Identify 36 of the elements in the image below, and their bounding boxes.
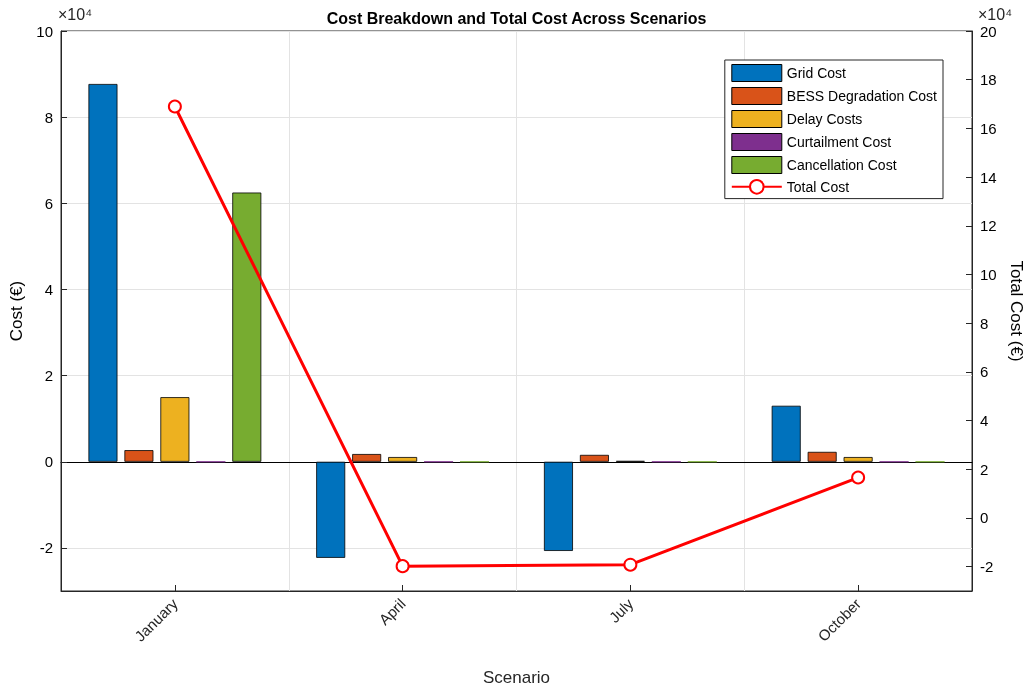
point [851,470,866,485]
y2-tick-label: 16 [980,119,997,137]
y2-tick-label: 2 [980,460,989,478]
y-tick-label: 10 [36,22,53,40]
chart-title: Cost Breakdown and Total Cost Across Scenarios [326,9,707,27]
legend-label: Cancellation Cost [786,157,897,173]
point [623,557,638,572]
y-tick-label: 6 [44,194,53,212]
y-tick-label: 0 [44,453,53,471]
y2-tick-label: 4 [980,412,989,430]
legend-label: Total Cost [786,178,850,195]
y2-tick-label: 12 [980,217,997,235]
y2-tick-label: 20 [980,22,997,40]
point [167,99,182,114]
y-tick-label: 4 [44,280,53,298]
y2-axis-title: Total Cost (€) [1007,260,1026,362]
legend-label: BESS Degradation Cost [786,88,938,104]
y-tick-label: -2 [39,539,53,557]
y-tick-label: 2 [44,367,53,385]
y2-tick-label: 10 [980,265,997,283]
legend-label: Grid Cost [786,65,847,81]
y2-tick-label: 6 [980,363,989,381]
x-axis-title: Scenario [482,668,551,687]
point [395,559,410,574]
y2-tick-label: 18 [980,71,997,89]
legend-label: Curtailment Cost [786,134,892,150]
x-tick-label: July [605,594,637,626]
y-axis-title: Cost (€) [7,280,26,342]
text: ×10⁴ [978,5,1013,23]
y2-tick-label: 0 [980,509,989,527]
y2-tick-label: 14 [980,168,997,186]
y2-tick-label: -2 [980,558,994,576]
legend-label: Delay Costs [786,111,863,127]
y2-tick-label: 8 [980,314,989,332]
y-tick-label: 8 [44,108,53,126]
text: ×10⁴ [58,5,93,23]
